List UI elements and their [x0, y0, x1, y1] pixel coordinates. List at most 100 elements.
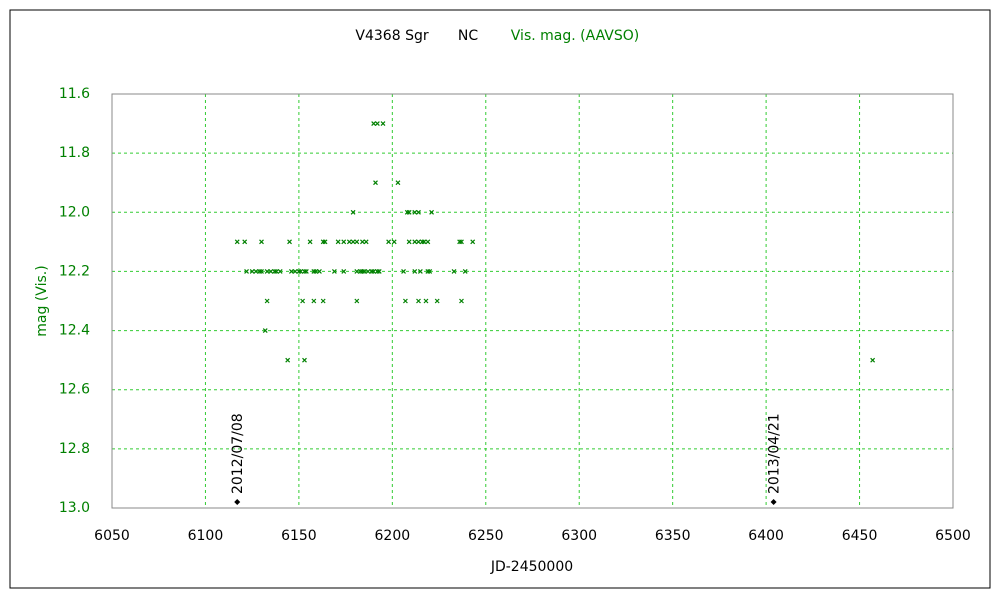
- point: [416, 239, 421, 245]
- point: [341, 239, 347, 245]
- chart-title: V4368 Sgr: [355, 28, 428, 44]
- x-tick-label: 6050: [94, 528, 130, 544]
- point: [285, 357, 291, 363]
- point: [434, 298, 440, 304]
- point: [264, 269, 270, 274]
- point: [307, 239, 313, 245]
- point: [416, 209, 421, 215]
- point: [354, 298, 360, 304]
- frame: [9, 9, 991, 589]
- point: [346, 239, 352, 245]
- point: [320, 298, 326, 304]
- point: [870, 357, 876, 363]
- x-tick-label: 6500: [935, 528, 971, 544]
- x-tick-label: 6350: [655, 528, 691, 544]
- point: [459, 298, 464, 304]
- y-tick-label: 12.4: [59, 323, 90, 339]
- point: [354, 239, 360, 245]
- annotation-marker: [234, 499, 241, 505]
- point: [311, 298, 317, 304]
- point: [253, 269, 259, 274]
- point: [380, 121, 386, 126]
- y-axis-label: mag (Vis.): [34, 265, 50, 336]
- point: [401, 269, 406, 274]
- point: [406, 239, 412, 245]
- point: [234, 239, 240, 245]
- point: [288, 269, 294, 274]
- point: [406, 209, 412, 215]
- point: [244, 269, 249, 274]
- y-tick-label: 12.2: [59, 263, 90, 279]
- point: [391, 239, 397, 245]
- point: [300, 298, 306, 304]
- point: [317, 269, 322, 274]
- y-tick-label: 13.0: [59, 500, 90, 516]
- point: [341, 269, 347, 274]
- plot-area: [111, 93, 954, 509]
- y-tick-label: 12.6: [59, 382, 90, 398]
- point: [462, 269, 468, 274]
- point: [242, 239, 248, 245]
- point: [371, 121, 377, 126]
- point: [395, 180, 401, 186]
- point: [423, 298, 429, 304]
- point: [371, 269, 377, 274]
- point: [249, 269, 255, 274]
- point: [331, 269, 337, 274]
- point: [412, 209, 418, 215]
- point: [470, 239, 476, 245]
- point: [292, 269, 298, 274]
- legend-entry: Vis. mag. (AAVSO): [511, 28, 639, 44]
- point: [425, 239, 431, 245]
- x-tick-label: 6450: [842, 528, 878, 544]
- point: [350, 239, 356, 245]
- point: [365, 269, 371, 274]
- point: [374, 121, 380, 126]
- x-tick-label: 6150: [281, 528, 317, 544]
- point: [421, 239, 427, 245]
- annotation-label: 2012/07/08: [230, 413, 246, 494]
- x-axis-label: JD-2450000: [490, 559, 573, 575]
- point: [376, 269, 382, 274]
- point: [412, 239, 418, 245]
- point: [429, 209, 435, 215]
- point: [298, 269, 304, 274]
- annotation-marker: [770, 499, 777, 505]
- point: [386, 239, 392, 245]
- point: [360, 239, 365, 245]
- x-tick-label: 6100: [188, 528, 224, 544]
- point: [451, 269, 457, 274]
- point: [412, 269, 418, 274]
- point: [373, 180, 378, 186]
- y-tick-label: 11.8: [59, 145, 90, 161]
- x-tick-label: 6250: [468, 528, 504, 544]
- point: [264, 298, 270, 304]
- point: [417, 269, 423, 274]
- x-tick-label: 6200: [375, 528, 411, 544]
- annotation-label: 2013/04/21: [767, 413, 783, 494]
- point: [459, 239, 464, 245]
- point: [277, 269, 283, 274]
- point: [274, 269, 279, 274]
- point: [350, 209, 356, 215]
- point: [354, 269, 360, 274]
- point: [313, 269, 319, 274]
- point: [361, 269, 367, 274]
- point: [303, 269, 309, 274]
- point: [302, 357, 307, 363]
- point: [416, 298, 421, 304]
- x-tick-label: 6400: [748, 528, 784, 544]
- point: [262, 328, 268, 333]
- y-tick-label: 11.6: [59, 86, 90, 102]
- point: [259, 239, 264, 245]
- point: [287, 239, 292, 245]
- chart-subtitle: NC: [458, 28, 478, 44]
- x-tick-label: 6300: [561, 528, 597, 544]
- point: [402, 298, 408, 304]
- point: [322, 239, 328, 245]
- point: [427, 269, 433, 274]
- point: [363, 239, 369, 245]
- point: [259, 269, 264, 274]
- point: [268, 269, 274, 274]
